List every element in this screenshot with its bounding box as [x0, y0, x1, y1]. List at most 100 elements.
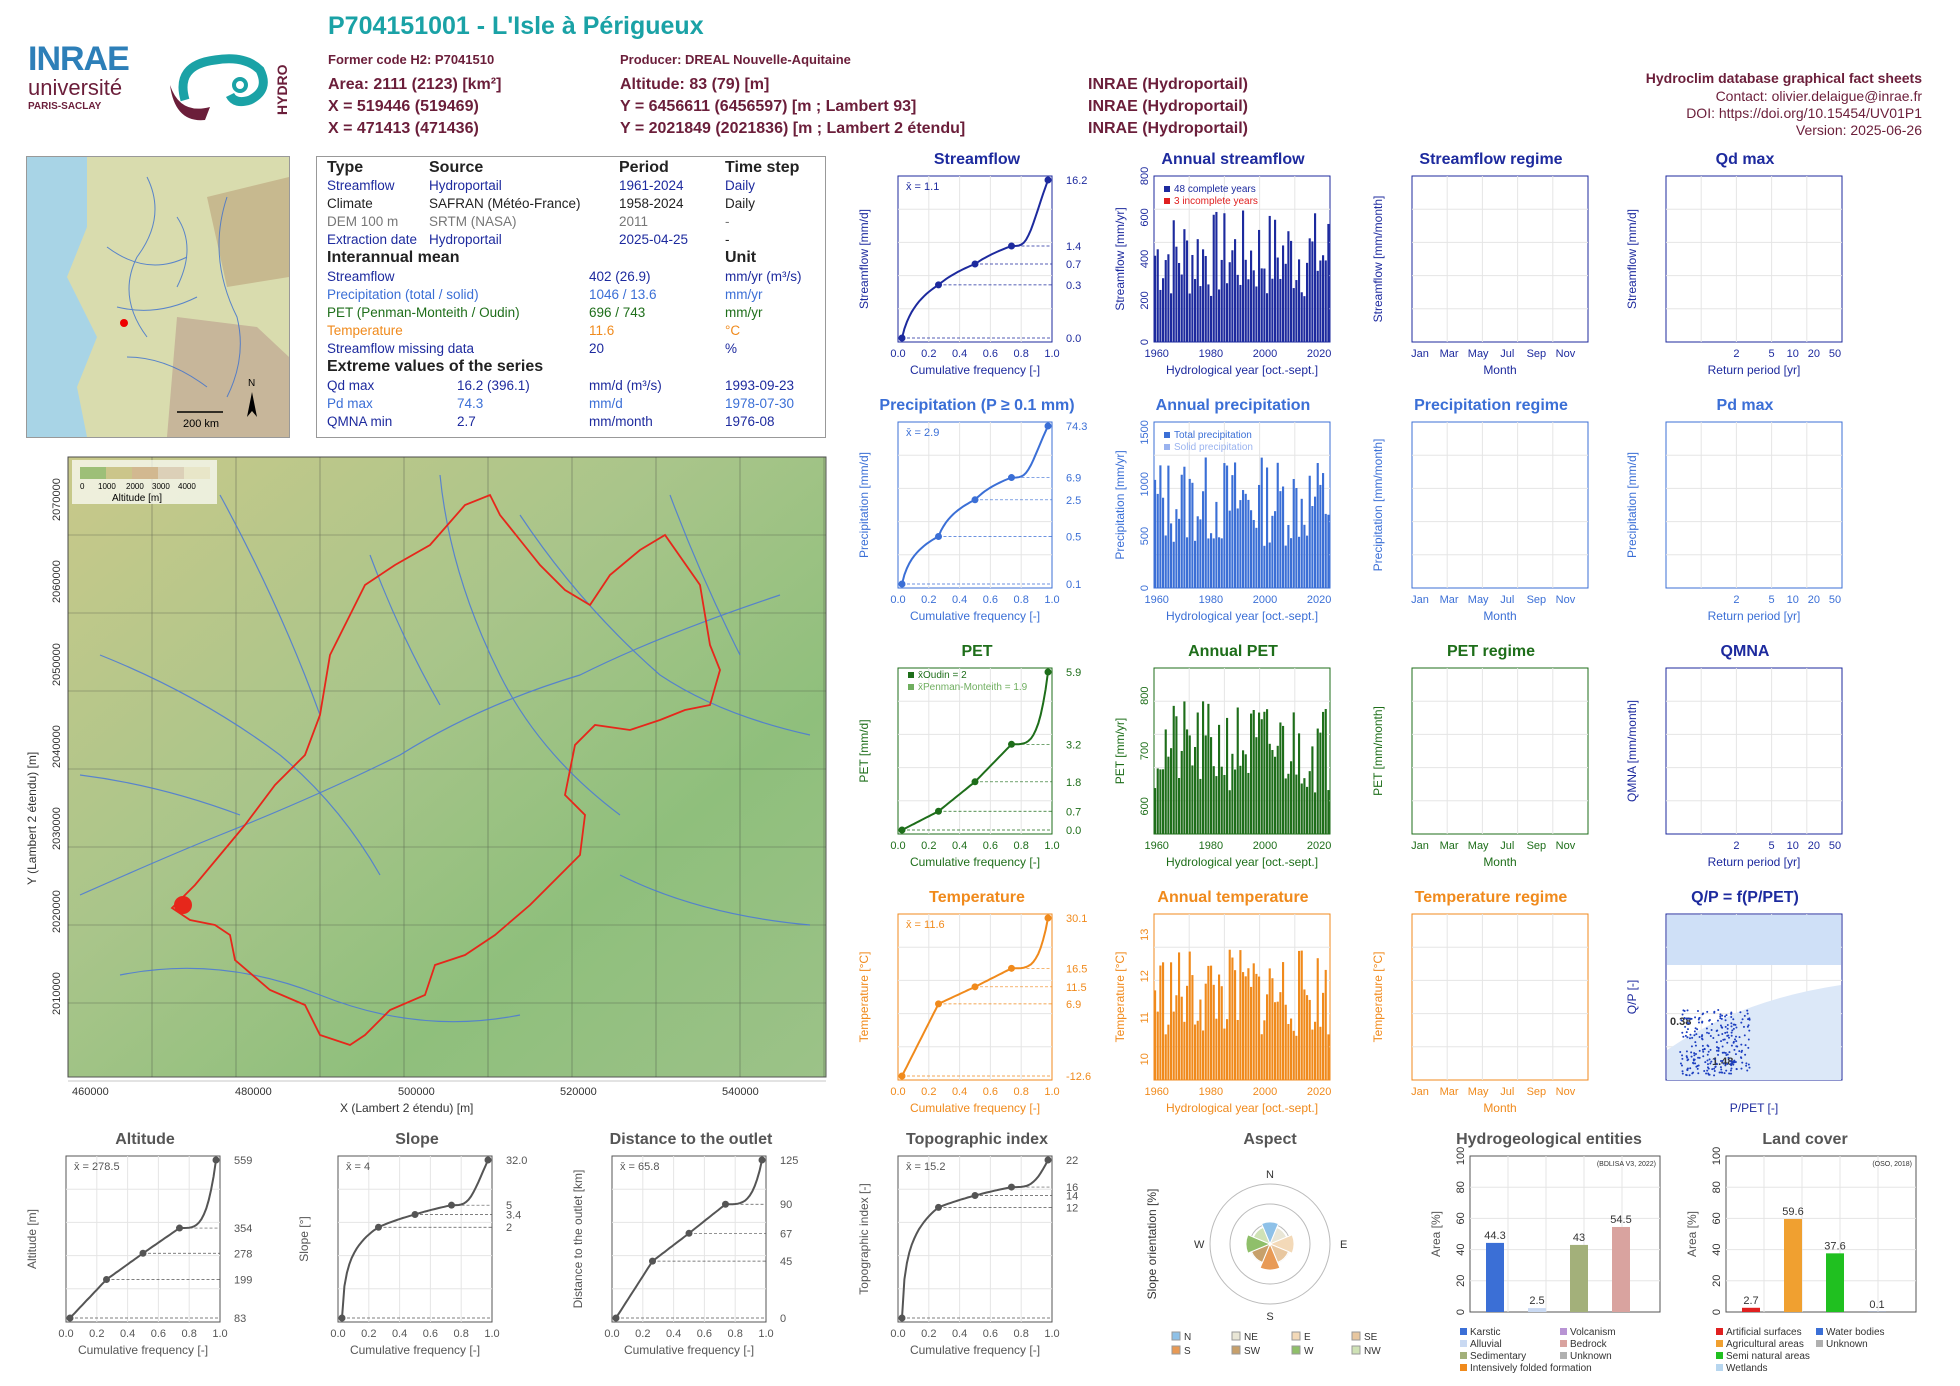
- qp-point: [1713, 1058, 1716, 1061]
- qp-point: [1715, 1049, 1718, 1052]
- qd-max-chart: Qd max Streamflow [mm/d] Return period [yr…: [1625, 151, 1843, 377]
- annual-bar: [1314, 1021, 1317, 1080]
- qp-point: [1730, 1016, 1733, 1019]
- qp-shade: [1667, 985, 1841, 1080]
- x-tick: Sep: [1527, 594, 1547, 606]
- qp-point: [1726, 1031, 1729, 1034]
- x-tick: 0.8: [1014, 840, 1029, 852]
- x-tick: 2000: [1253, 594, 1277, 606]
- annual-bar: [1226, 1019, 1229, 1080]
- qp-point: [1733, 1023, 1736, 1026]
- qp-point: [1686, 1021, 1689, 1024]
- map-xtick: 460000: [72, 1086, 109, 1098]
- x-tick: Mar: [1440, 1086, 1459, 1098]
- plot-frame: [1665, 667, 1843, 835]
- annual-bar: [1223, 774, 1226, 834]
- minimap-north: N: [248, 378, 255, 389]
- x-tick: 0.2: [921, 1086, 936, 1098]
- x-tick: Jan: [1411, 348, 1429, 360]
- qp-point: [1688, 1037, 1691, 1040]
- annual-bar: [1258, 229, 1261, 342]
- annual-bar: [1226, 283, 1229, 342]
- annual-bar: [1218, 974, 1221, 1080]
- qp-point: [1730, 1034, 1733, 1037]
- table-cell: 696 / 743: [589, 305, 646, 320]
- legend-label: E: [1304, 1332, 1311, 1343]
- y-tick: 800: [1139, 167, 1151, 185]
- annual-bar: [1274, 756, 1277, 834]
- qp-point: [1747, 1024, 1750, 1027]
- annual-bar: [1180, 274, 1183, 342]
- annual-bar: [1212, 766, 1215, 834]
- table-cell: Pd max: [327, 396, 373, 411]
- annual-bar: [1199, 519, 1202, 588]
- qp-point: [1722, 1038, 1725, 1041]
- y-axis-label: Slope orientation [%]: [1145, 1189, 1159, 1300]
- table-cell: mm/d: [589, 396, 623, 411]
- qp-point: [1746, 1012, 1749, 1015]
- bar-label: 44.3: [1484, 1230, 1505, 1242]
- x-tick: 1.0: [484, 1328, 499, 1340]
- x-tick: 0.8: [454, 1328, 469, 1340]
- table-cell: Qd max: [327, 378, 375, 393]
- annual-bar: [1215, 211, 1218, 342]
- annual-bar: [1247, 499, 1250, 588]
- annual-bar: [1207, 703, 1210, 834]
- qp-point: [1723, 1051, 1726, 1054]
- qp-point: [1724, 1064, 1727, 1067]
- topo-index-chart: Topographic index Topographic index [-] Cu…: [857, 1131, 1078, 1357]
- legend-swatch: [1716, 1340, 1723, 1347]
- qp-point: [1685, 1055, 1688, 1058]
- annual-bar: [1290, 1018, 1293, 1080]
- annual-bar: [1316, 958, 1319, 1080]
- annual-bar: [1268, 542, 1271, 588]
- annual-bar: [1154, 990, 1157, 1080]
- qp-point: [1681, 1072, 1684, 1075]
- annual-bar: [1199, 778, 1202, 834]
- qp-point: [1681, 1057, 1684, 1060]
- annual-bar: [1314, 496, 1317, 588]
- table-cell: 2.7: [457, 414, 476, 429]
- annual-bar: [1172, 541, 1175, 588]
- annual-bar: [1295, 488, 1298, 588]
- y-axis-label: Precipitation [mm/yr]: [1113, 450, 1127, 559]
- annual-bar: [1231, 475, 1234, 588]
- cdf-right-label: 6.9: [1066, 473, 1081, 485]
- panel-title: Temperature regime: [1415, 889, 1568, 906]
- panel-title: Altitude: [115, 1131, 175, 1148]
- landcover-chart: Land cover Area [%] (OSO, 2018) 0 20 40 60 80 10…: [1685, 1131, 1917, 1374]
- annual-bar: [1279, 491, 1282, 588]
- x-tick: Nov: [1556, 348, 1576, 360]
- annual-bar: [1260, 1034, 1263, 1080]
- annual-bar: [1162, 278, 1165, 342]
- annual-bar: [1292, 712, 1295, 834]
- aspect-sector: [1259, 1242, 1281, 1271]
- plot-frame: [1411, 667, 1589, 835]
- altitude-header: Altitude: 83 (79) [m]: [620, 76, 770, 93]
- cdf-right-label: 45: [780, 1256, 792, 1268]
- legend-label: SW: [1244, 1346, 1261, 1357]
- annual-bar: [1234, 239, 1237, 342]
- map-xlabel: X (Lambert 2 étendu) [m]: [340, 1101, 473, 1115]
- source-3: INRAE (Hydroportail): [1088, 120, 1248, 137]
- x-axis-label: Cumulative frequency [-]: [910, 1343, 1040, 1357]
- qp-point: [1730, 1025, 1733, 1028]
- qp-point: [1724, 1015, 1727, 1018]
- qp-point: [1703, 1047, 1706, 1050]
- annual-bar: [1252, 519, 1255, 588]
- x-tick: 20: [1808, 348, 1820, 360]
- qp-point: [1714, 1066, 1717, 1069]
- inrae-logo: INRAE université PARIS-SACLAY: [28, 40, 153, 120]
- qp-point: [1727, 1056, 1730, 1059]
- legend-label: Unknown: [1826, 1339, 1868, 1350]
- qp-point: [1735, 1045, 1738, 1048]
- annual-bar: [1319, 732, 1322, 834]
- qp-point: [1735, 1068, 1738, 1071]
- table-cell: °C: [725, 323, 741, 338]
- y-tick: 800: [1139, 686, 1151, 704]
- qp-point: [1679, 1062, 1682, 1065]
- annual-bar: [1252, 963, 1255, 1080]
- annual-bar: [1324, 708, 1327, 834]
- qp-point: [1689, 1067, 1692, 1070]
- qp-point: [1694, 1062, 1697, 1065]
